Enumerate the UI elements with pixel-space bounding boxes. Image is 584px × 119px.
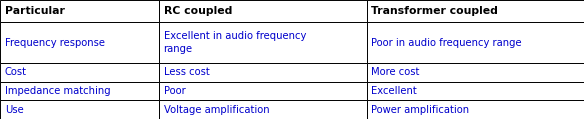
Text: Less cost: Less cost xyxy=(164,67,209,77)
Bar xyxy=(0,100,159,119)
Text: Impedance matching: Impedance matching xyxy=(5,86,110,96)
Bar xyxy=(159,22,367,63)
Bar xyxy=(0,0,159,22)
Bar xyxy=(159,82,367,100)
Text: Excellent: Excellent xyxy=(371,86,417,96)
Bar xyxy=(367,22,584,63)
Text: Poor in audio frequency range: Poor in audio frequency range xyxy=(371,38,522,48)
Bar xyxy=(159,63,367,82)
Text: Transformer coupled: Transformer coupled xyxy=(371,6,498,16)
Bar xyxy=(0,22,159,63)
Text: More cost: More cost xyxy=(371,67,420,77)
Text: Poor: Poor xyxy=(164,86,185,96)
Text: Excellent in audio frequency
range: Excellent in audio frequency range xyxy=(164,31,306,54)
Text: Cost: Cost xyxy=(5,67,27,77)
Text: Voltage amplification: Voltage amplification xyxy=(164,105,269,115)
Bar xyxy=(0,63,159,82)
Bar xyxy=(0,82,159,100)
Bar xyxy=(367,82,584,100)
Text: Use: Use xyxy=(5,105,23,115)
Bar xyxy=(159,0,367,22)
Text: Frequency response: Frequency response xyxy=(5,38,105,48)
Bar xyxy=(367,63,584,82)
Text: Power amplification: Power amplification xyxy=(371,105,470,115)
Text: Particular: Particular xyxy=(5,6,65,16)
Text: RC coupled: RC coupled xyxy=(164,6,232,16)
Bar xyxy=(367,100,584,119)
Bar xyxy=(159,100,367,119)
Bar xyxy=(367,0,584,22)
